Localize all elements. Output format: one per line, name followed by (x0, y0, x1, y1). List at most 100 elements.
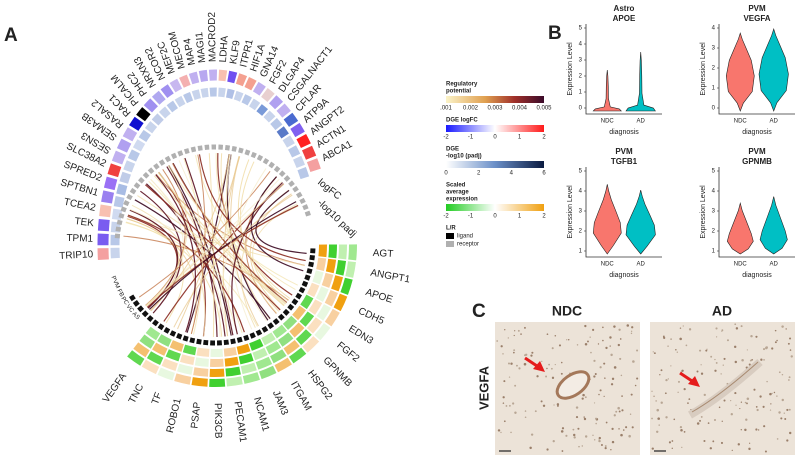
cell-dot (659, 374, 661, 376)
legend-title: DGE logFC (446, 118, 478, 124)
legend-item: ligand (457, 234, 473, 240)
cell-dot (632, 360, 635, 363)
cell-dot (572, 433, 576, 437)
ligand-ring (153, 163, 160, 170)
cell-dot (604, 445, 607, 447)
expression-box (274, 357, 292, 373)
cell-dot (502, 402, 505, 404)
ligand-ring (183, 148, 190, 155)
chord (183, 158, 203, 335)
cell-dot (513, 349, 516, 352)
cell-dot (508, 376, 511, 378)
chord (230, 156, 259, 327)
expression-box (133, 342, 150, 358)
cell-dot (710, 355, 713, 358)
cell-dot (500, 431, 502, 434)
cell-dot (773, 391, 776, 394)
cell-dot (592, 328, 595, 331)
legend-colorbar (446, 204, 544, 211)
chord (217, 153, 293, 296)
expression-box (348, 244, 357, 261)
receptor-ring (157, 323, 165, 331)
ligand-ring (250, 151, 257, 159)
arrow (533, 361, 545, 372)
cell-dot (509, 404, 511, 407)
y-tick-label: 3 (579, 209, 583, 215)
cell-dot (626, 324, 630, 327)
padj-box (249, 98, 261, 111)
expression-box (333, 293, 348, 312)
y-tick-label: 1 (579, 249, 583, 255)
plot-title: TGFB1 (611, 157, 638, 166)
padj-box (241, 94, 252, 106)
cell-dot (705, 349, 708, 352)
expression-box (338, 244, 347, 260)
cell-dot (517, 329, 520, 332)
expression-box (145, 326, 161, 341)
expression-box (196, 347, 210, 357)
plot-title: PVM (615, 147, 633, 156)
y-tick-label: 3 (712, 46, 716, 52)
cell-dot (566, 339, 568, 341)
panel-label: A (4, 25, 18, 46)
padj-box (127, 149, 140, 162)
cell-dot (556, 403, 560, 406)
cell-dot (671, 447, 673, 450)
x-axis-label: diagnosis (609, 129, 639, 136)
cell-type-label: PVM (110, 275, 121, 289)
target-label: TNC (127, 382, 146, 405)
padj-box (113, 195, 125, 208)
expression-box (270, 349, 287, 364)
cell-dot (788, 376, 791, 379)
y-tick-label: 4 (712, 189, 716, 195)
cell-dot (613, 366, 617, 369)
ligand-ring (238, 147, 244, 154)
cell-dot (668, 441, 672, 444)
logfc-box (160, 84, 174, 99)
cell-dot (744, 428, 747, 432)
cell-dot (789, 349, 792, 351)
cell-dot (735, 327, 739, 330)
cell-dot (764, 450, 767, 453)
padj-box (183, 92, 194, 104)
cell-dot (673, 418, 676, 421)
cell-dot (683, 388, 686, 391)
y-tick-label: 3 (712, 209, 716, 215)
cell-dot (707, 422, 710, 424)
chord (127, 215, 305, 267)
y-tick-label: 4 (712, 26, 716, 32)
x-tick-label: NDC (734, 119, 748, 125)
cell-dot (507, 337, 509, 339)
expression-box (179, 354, 195, 366)
expression-box (240, 362, 257, 375)
cell-dot (770, 403, 772, 405)
cell-dot (756, 408, 759, 412)
cell-dot (602, 326, 604, 329)
chord (127, 214, 245, 333)
plot-title: VEGFA (743, 14, 770, 23)
cell-dot (560, 361, 563, 364)
expression-box (277, 332, 294, 347)
chord (145, 165, 188, 307)
cell-dot (590, 351, 592, 354)
cell-dot (757, 429, 760, 431)
y-axis-label: Expression Level (700, 185, 707, 239)
cell-dot (630, 393, 633, 396)
padj-box (218, 87, 226, 98)
ligand-ring (292, 185, 299, 193)
expression-box (224, 356, 239, 367)
cell-dot (592, 434, 594, 437)
cell-dot (523, 362, 527, 366)
expression-box (318, 244, 327, 258)
cell-dot (712, 440, 715, 443)
target-label: FGF2 (334, 340, 361, 365)
ligand-ring (244, 149, 251, 156)
chord (173, 194, 293, 328)
cell-dot (576, 344, 579, 346)
y-tick-label: 0 (579, 106, 583, 112)
legend-tick: 6 (542, 171, 546, 177)
cell-dot (784, 418, 787, 421)
cell-dot (739, 407, 741, 410)
logfc-box (97, 218, 110, 232)
cell-dot (621, 395, 623, 397)
